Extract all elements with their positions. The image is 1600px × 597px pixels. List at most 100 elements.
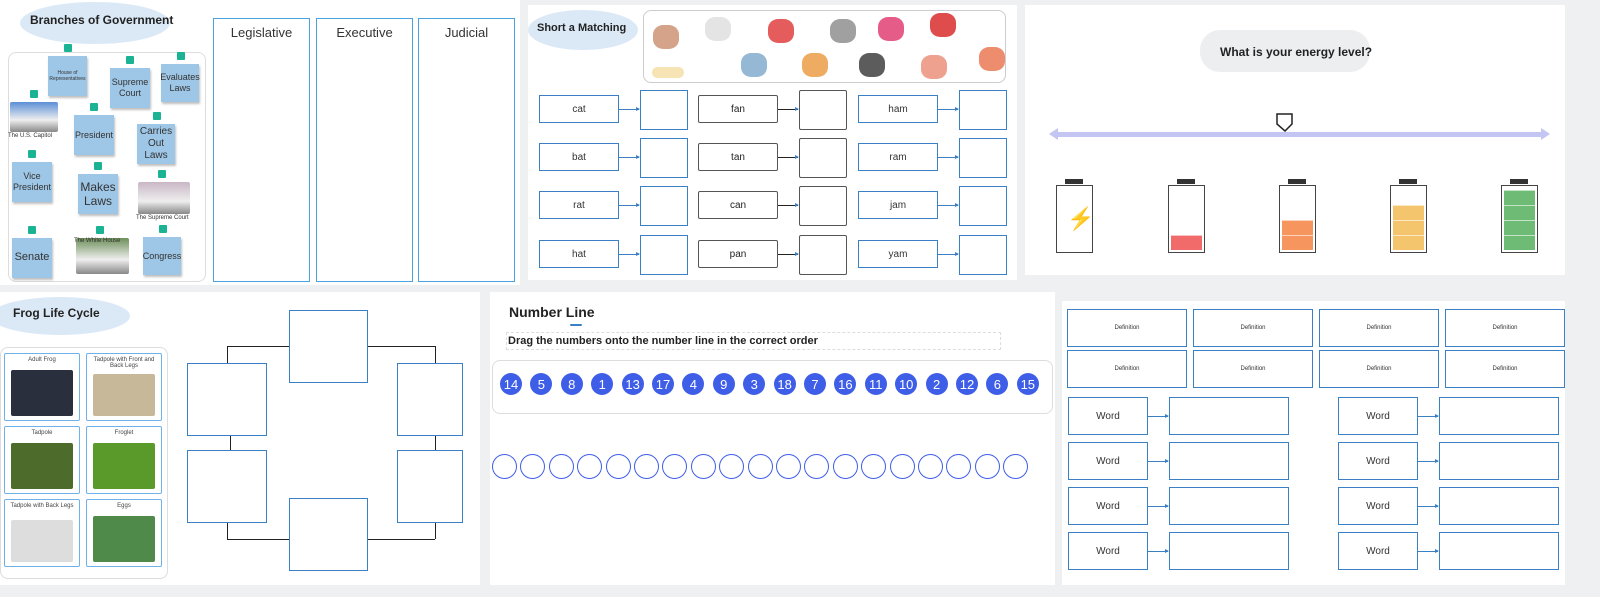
frog-card[interactable]: Tadpole xyxy=(4,426,80,494)
move-handle-icon[interactable] xyxy=(96,226,104,234)
word-drop-target[interactable] xyxy=(1169,487,1289,525)
definition-card[interactable]: Definition xyxy=(1193,309,1313,347)
battery-level-2[interactable] xyxy=(1279,179,1316,253)
battery-level-1[interactable] xyxy=(1168,179,1205,253)
definition-card[interactable]: Definition xyxy=(1193,350,1313,388)
battery-level-0[interactable]: ⚡ xyxy=(1056,179,1094,253)
number-token[interactable]: 6 xyxy=(986,373,1009,395)
number-slot[interactable] xyxy=(832,454,858,479)
sticky-note[interactable]: Makes Laws xyxy=(78,174,118,214)
word-drop-target[interactable] xyxy=(1169,532,1289,570)
number-token[interactable]: 8 xyxy=(560,373,583,395)
move-handle-icon[interactable] xyxy=(90,103,98,111)
number-slot[interactable] xyxy=(804,454,830,479)
number-token[interactable]: 12 xyxy=(956,373,978,395)
word-drop-target[interactable] xyxy=(1439,487,1559,525)
drop-target[interactable] xyxy=(640,186,688,226)
number-token[interactable]: 11 xyxy=(864,373,887,395)
number-token[interactable]: 2 xyxy=(925,373,948,395)
ham-icon[interactable] xyxy=(921,55,947,79)
jam-icon[interactable] xyxy=(768,19,794,43)
number-token[interactable]: 18 xyxy=(773,373,796,395)
photo[interactable] xyxy=(76,238,129,274)
number-token[interactable]: 5 xyxy=(530,373,553,395)
sticky-note[interactable]: President xyxy=(74,115,114,155)
cycle-slot[interactable] xyxy=(397,363,463,436)
number-slot[interactable] xyxy=(946,454,972,479)
number-token[interactable]: 17 xyxy=(652,373,674,395)
move-handle-icon[interactable] xyxy=(28,150,36,158)
ram-icon[interactable] xyxy=(705,17,731,41)
hat-icon[interactable] xyxy=(930,13,956,37)
drop-target[interactable] xyxy=(959,235,1007,275)
word-card[interactable]: Word xyxy=(1068,397,1148,435)
move-handle-icon[interactable] xyxy=(153,112,161,120)
number-token[interactable]: 4 xyxy=(682,373,705,395)
number-slot[interactable] xyxy=(861,454,887,479)
frog-card[interactable]: Adult Frog xyxy=(4,353,80,421)
feather-icon[interactable] xyxy=(878,17,904,41)
number-token[interactable]: 16 xyxy=(834,373,857,395)
definition-card[interactable]: Definition xyxy=(1445,350,1565,388)
fan-icon[interactable] xyxy=(979,47,1005,71)
drop-target[interactable] xyxy=(640,90,688,130)
sticky-note[interactable]: House of Representatives xyxy=(48,56,87,96)
frog-card[interactable]: Froglet xyxy=(86,426,162,494)
word-card[interactable]: Word xyxy=(1338,442,1418,480)
definition-card[interactable]: Definition xyxy=(1319,350,1439,388)
word-card[interactable]: Word xyxy=(1068,442,1148,480)
battery-level-3[interactable] xyxy=(1390,179,1427,253)
sticky-note[interactable]: Evaluates Laws xyxy=(160,64,200,102)
number-token[interactable]: 10 xyxy=(895,373,918,395)
drop-target[interactable] xyxy=(959,138,1007,178)
word-drop-target[interactable] xyxy=(1169,397,1289,435)
number-token[interactable]: 7 xyxy=(804,373,826,395)
drop-target[interactable] xyxy=(640,235,688,275)
pan-icon[interactable] xyxy=(859,53,885,77)
word-drop-target[interactable] xyxy=(1439,397,1559,435)
drop-target[interactable] xyxy=(959,90,1007,130)
number-slot[interactable] xyxy=(548,454,574,479)
frog-card[interactable]: Tadpole with Front and Back Legs xyxy=(86,353,162,421)
word-card[interactable]: Word xyxy=(1338,397,1418,435)
drop-target[interactable] xyxy=(799,90,847,130)
energy-slider-track[interactable] xyxy=(1055,132,1545,137)
move-handle-icon[interactable] xyxy=(64,44,72,52)
word-card[interactable]: can xyxy=(698,191,778,219)
number-slot[interactable] xyxy=(634,454,659,479)
move-handle-icon[interactable] xyxy=(28,226,36,234)
word-drop-target[interactable] xyxy=(1169,442,1289,480)
can-icon[interactable] xyxy=(741,53,767,77)
definition-card[interactable]: Definition xyxy=(1067,350,1187,388)
number-slot[interactable] xyxy=(492,454,517,479)
definition-card[interactable]: Definition xyxy=(1445,309,1565,347)
photo[interactable] xyxy=(138,182,190,214)
word-card[interactable]: Word xyxy=(1338,487,1418,525)
word-card[interactable]: fan xyxy=(698,95,778,123)
move-handle-icon[interactable] xyxy=(30,90,38,98)
number-slot[interactable] xyxy=(974,454,1000,479)
move-handle-icon[interactable] xyxy=(158,170,166,178)
word-card[interactable]: cat xyxy=(539,95,619,123)
move-handle-icon[interactable] xyxy=(94,162,102,170)
number-slot[interactable] xyxy=(776,454,801,479)
sticky-note[interactable]: Congress xyxy=(143,237,181,275)
number-slot[interactable] xyxy=(577,454,603,479)
word-card[interactable]: ram xyxy=(858,143,938,171)
number-token[interactable]: 15 xyxy=(1016,373,1039,395)
definition-card[interactable]: Definition xyxy=(1319,309,1439,347)
sticky-note[interactable]: Supreme Court xyxy=(110,68,150,108)
sticky-note[interactable]: Senate xyxy=(12,238,52,278)
cycle-slot[interactable] xyxy=(289,498,368,571)
rat-icon[interactable] xyxy=(830,19,856,43)
drop-target[interactable] xyxy=(799,138,847,178)
sticky-note[interactable]: Carries Out Laws xyxy=(137,124,175,164)
energy-slider-thumb[interactable] xyxy=(1275,112,1295,133)
column-legislative[interactable]: Legislative xyxy=(213,18,310,282)
frog-card[interactable]: Eggs xyxy=(86,499,162,567)
word-drop-target[interactable] xyxy=(1439,532,1559,570)
number-slot[interactable] xyxy=(690,454,716,479)
word-card[interactable]: Word xyxy=(1068,487,1148,525)
answer-chip[interactable] xyxy=(652,67,684,78)
drop-target[interactable] xyxy=(799,186,847,226)
